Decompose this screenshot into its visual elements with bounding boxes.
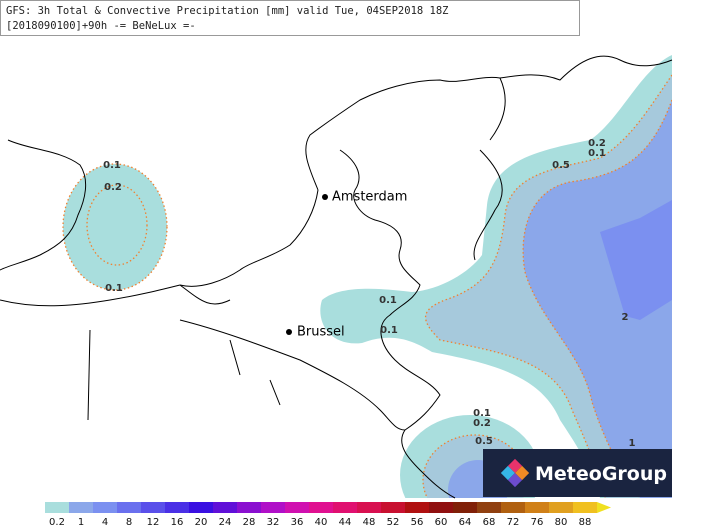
- contour-label: 0.1: [473, 408, 491, 419]
- legend-swatch: [357, 502, 381, 513]
- legend-label: 48: [363, 517, 376, 528]
- contour-label: 0.1: [588, 148, 606, 159]
- legend-swatch: [501, 502, 525, 513]
- legend-label: 64: [459, 517, 472, 528]
- contour: [62, 163, 168, 291]
- contour-label: 0.1: [380, 325, 398, 336]
- contour-label: 0.1: [103, 160, 121, 171]
- legend-label: 12: [147, 517, 160, 528]
- legend-swatch: [165, 502, 189, 513]
- legend-swatch: [381, 502, 405, 513]
- legend-swatch: [429, 502, 453, 513]
- legend-label: 0.2: [49, 517, 65, 528]
- contour-label: 1: [629, 438, 636, 449]
- legend-arrow: [597, 502, 611, 513]
- legend-swatch: [141, 502, 165, 513]
- precip-area: [523, 100, 672, 498]
- legend-swatch: [69, 502, 93, 513]
- legend-label: 60: [435, 517, 448, 528]
- legend-label: 68: [483, 517, 496, 528]
- legend-label: 32: [267, 517, 280, 528]
- header-box: [0, 0, 580, 36]
- contour: [86, 184, 148, 266]
- city-label: Brussel: [297, 325, 345, 340]
- city-marker: [322, 194, 328, 200]
- legend-swatch: [525, 502, 549, 513]
- header-line: GFS: 3h Total & Convective Precipitation…: [6, 5, 449, 17]
- legend-swatch: [309, 502, 333, 513]
- header-line: [2018090100]+90h -= BeNeLux =-: [6, 20, 196, 32]
- contour-label: 0.1: [105, 283, 123, 294]
- logo-text: MeteoGroup: [535, 463, 667, 485]
- legend-swatch: [285, 502, 309, 513]
- legend-label: 16: [171, 517, 184, 528]
- legend-label: 88: [579, 517, 592, 528]
- legend-label: 52: [387, 517, 400, 528]
- contour: [424, 74, 672, 498]
- legend-label: 80: [555, 517, 568, 528]
- legend-label: 44: [339, 517, 352, 528]
- legend-label: 72: [507, 517, 520, 528]
- legend-label: 40: [315, 517, 328, 528]
- legend-swatch: [453, 502, 477, 513]
- precip-area: [63, 164, 167, 290]
- contour-label: 2: [622, 312, 629, 323]
- legend-swatch: [333, 502, 357, 513]
- legend-swatch: [405, 502, 429, 513]
- legend-swatch: [213, 502, 237, 513]
- legend-label: 24: [219, 517, 232, 528]
- coastlines: [0, 55, 673, 499]
- legend-swatch: [45, 502, 69, 513]
- precip-area: [600, 200, 672, 320]
- legend-label: 8: [126, 517, 132, 528]
- legend-label: 28: [243, 517, 256, 528]
- legend-swatch: [573, 502, 597, 513]
- legend-swatch: [261, 502, 285, 513]
- legend-swatch: [117, 502, 141, 513]
- city-marker: [286, 329, 292, 335]
- contour-label: 0.2: [588, 138, 606, 149]
- legend-swatch: [477, 502, 501, 513]
- legend-swatch: [237, 502, 261, 513]
- legend-label: 4: [102, 517, 108, 528]
- contour: [522, 99, 672, 498]
- legend-swatch: [189, 502, 213, 513]
- legend-label: 1: [78, 517, 84, 528]
- legend-label: 20: [195, 517, 208, 528]
- contour-label: 0.5: [475, 436, 493, 447]
- contour-label: 0.2: [104, 182, 122, 193]
- legend-swatch: [549, 502, 573, 513]
- legend-swatch: [93, 502, 117, 513]
- city-label: Amsterdam: [332, 190, 407, 205]
- contour-label: 0.5: [552, 160, 570, 171]
- legend-label: 56: [411, 517, 424, 528]
- legend-label: 36: [291, 517, 304, 528]
- contour-label: 0.1: [379, 295, 397, 306]
- contour-label: 0.2: [473, 418, 491, 429]
- legend-label: 76: [531, 517, 544, 528]
